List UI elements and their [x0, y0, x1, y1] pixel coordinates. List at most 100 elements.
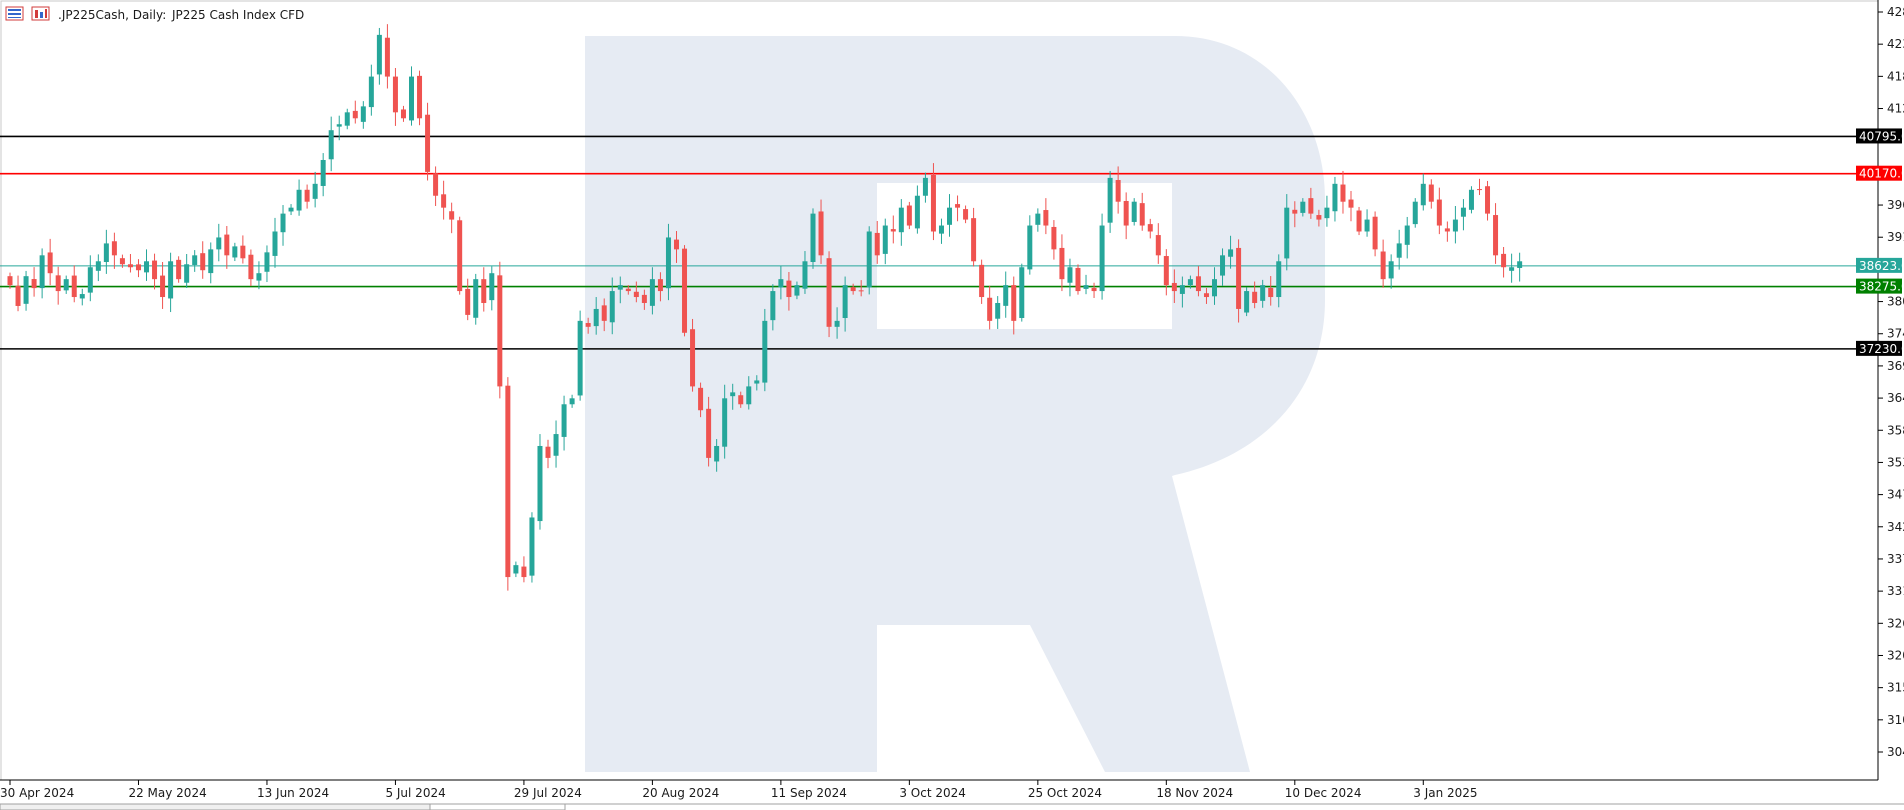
candle-body [1260, 285, 1266, 301]
candle-body [47, 252, 53, 274]
candle-body [336, 124, 342, 127]
y-tick-label: 34783.9 [1887, 488, 1904, 502]
candle-body [770, 291, 776, 321]
candle-body [384, 37, 390, 77]
candle-body [425, 114, 431, 172]
candle-body [473, 279, 479, 318]
candle-body [1147, 224, 1153, 232]
candle-body [890, 229, 896, 232]
price-tag-label: 37230.0 [1859, 342, 1904, 356]
chart-window-icon[interactable] [5, 6, 24, 21]
candle-body [1083, 285, 1089, 289]
candle-body [1019, 267, 1025, 319]
candle-body [465, 288, 471, 315]
y-tick-label: 30463.9 [1887, 745, 1904, 759]
candle-body [963, 209, 969, 220]
candle-body [176, 259, 182, 280]
candle-body [1067, 267, 1073, 283]
y-tick-label: 36943.9 [1887, 359, 1904, 373]
candle-body [168, 261, 174, 299]
candle-body [352, 110, 358, 119]
candle-body [714, 445, 720, 462]
y-tick-label: 39103.9 [1887, 230, 1904, 244]
candle-body [987, 297, 993, 321]
chart-header: .JP225Cash, Daily: JP225 Cash Index CFD [5, 6, 304, 22]
candle-body [1356, 210, 1362, 232]
candle-body [1228, 249, 1234, 257]
candle-body [955, 204, 961, 208]
candle-body [1493, 215, 1499, 256]
candle-body [497, 275, 503, 387]
candle-body [1324, 207, 1330, 219]
candle-body [1340, 184, 1346, 202]
candle-body [1476, 189, 1482, 191]
candle-body [7, 276, 13, 286]
candle-body [360, 106, 366, 122]
candle-body [1115, 180, 1121, 202]
candle-body [1428, 184, 1434, 202]
chart-tab-active[interactable] [429, 803, 566, 810]
candle-body [1123, 200, 1129, 226]
candle-body [1332, 183, 1338, 212]
candle-body [1501, 253, 1507, 268]
y-tick-label: 34243.9 [1887, 520, 1904, 534]
candle-body [922, 177, 928, 196]
price-tag-2 [1856, 257, 1902, 273]
candle-body [1316, 215, 1322, 220]
candle-body [135, 264, 141, 271]
candle-body [280, 213, 286, 233]
candle-body [1059, 247, 1065, 280]
y-tick-label: 33163.9 [1887, 584, 1904, 598]
y-tick-label: 33703.9 [1887, 552, 1904, 566]
candle-body [248, 254, 254, 280]
candle-body [296, 189, 302, 211]
y-tick-label: 36403.9 [1887, 391, 1904, 405]
candle-body [834, 320, 840, 327]
x-tick-label: 20 Aug 2024 [642, 786, 719, 800]
candle-body [1452, 219, 1458, 232]
candle-body [224, 234, 230, 256]
candle-body [1276, 261, 1282, 298]
candle-body [457, 220, 463, 292]
candle-body [376, 34, 382, 75]
candle-body [392, 76, 398, 113]
y-tick-label: 31543.9 [1887, 681, 1904, 695]
candle-body [601, 305, 607, 321]
candle-body [1485, 186, 1491, 214]
candle-body [898, 207, 904, 233]
y-tick-label: 42343.9 [1887, 37, 1904, 51]
candle-body [368, 76, 374, 108]
y-tick-label: 35323.9 [1887, 455, 1904, 469]
candle-body [55, 275, 61, 292]
candle-body [119, 258, 125, 265]
candle-body [738, 395, 744, 405]
candle-body [208, 249, 214, 274]
candle-body [232, 246, 238, 258]
y-tick-label: 38023.9 [1887, 295, 1904, 309]
candle-body [561, 404, 567, 437]
price-tag-label: 38623.0 [1859, 259, 1904, 273]
chart-bars-icon[interactable] [31, 6, 50, 21]
candle-body [1075, 267, 1081, 292]
x-tick-label: 5 Jul 2024 [385, 786, 445, 800]
candle-body [160, 275, 166, 298]
candle-body [409, 76, 414, 121]
chart-tab[interactable] [0, 803, 431, 810]
candle-body [810, 213, 816, 262]
candle-body [513, 565, 519, 574]
x-tick-label: 29 Jul 2024 [514, 786, 582, 800]
y-tick-label: 37483.9 [1887, 327, 1904, 341]
candle-body [433, 173, 439, 196]
tab-strip [0, 803, 1904, 810]
candle-body [200, 253, 206, 271]
candle-body [79, 294, 85, 299]
candle-body [103, 243, 109, 262]
candle-body [858, 290, 864, 292]
watermark-cutout [877, 183, 1172, 329]
price-tag-1 [1856, 165, 1902, 181]
candle-body [914, 195, 920, 229]
candle-body [802, 261, 808, 289]
candle-body [778, 279, 784, 288]
candle-body [1003, 285, 1009, 306]
